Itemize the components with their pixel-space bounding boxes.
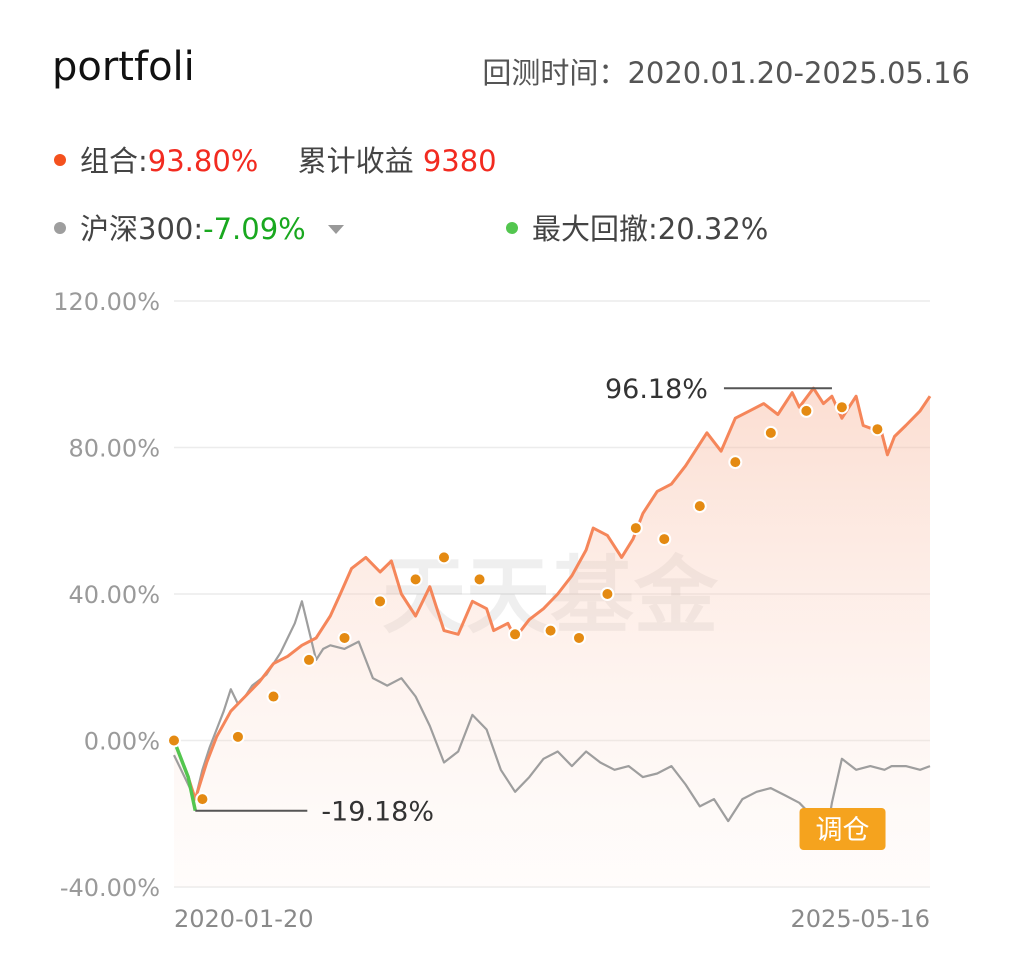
chevron-down-icon[interactable] [327, 224, 344, 234]
y-tick-label: 120.00% [53, 288, 160, 316]
period-value: 2020.01.20-2025.05.16 [627, 56, 970, 90]
portfolio-return: 93.80% [147, 144, 259, 178]
benchmark-legend-dot [54, 222, 66, 234]
rebalance-point [266, 689, 281, 704]
rebalance-point [657, 532, 672, 547]
y-axis: 120.00% 80.00% 40.00% 0.00% -40.00% [53, 288, 160, 902]
x-axis-start-label: 2020-01-20 [174, 905, 313, 933]
drawdown-label: 最大回撤: [532, 212, 658, 246]
cumulative-value: 9380 [422, 144, 497, 178]
period-label: 回测时间： [482, 56, 628, 90]
rebalance-point [799, 403, 814, 418]
y-tick-label: -40.00% [60, 874, 160, 902]
rebalance-point [373, 594, 388, 609]
cumulative-label: 累计收益 [297, 144, 414, 178]
rebalance-point [437, 550, 451, 565]
benchmark-return: -7.09% [203, 212, 306, 246]
rebalance-point [728, 455, 743, 470]
rebalance-point [230, 729, 245, 744]
portfolio-label: 组合: [80, 144, 148, 178]
rebalance-point [628, 521, 643, 536]
rebalance-point [472, 572, 487, 587]
rebalance-badge-bg[interactable] [799, 808, 886, 850]
rebalance-point [302, 652, 316, 667]
y-tick-label: 80.00% [68, 435, 160, 463]
rebalance-point [337, 630, 352, 645]
y-tick-label: 0.00% [84, 728, 160, 756]
rebalance-point [870, 422, 885, 437]
backtest-period: 回测时间：2020.01.20-2025.05.16 [482, 50, 970, 92]
portfolio-legend-dot [54, 154, 66, 166]
rebalance-badge[interactable]: 调仓 [799, 808, 886, 850]
drawdown-stat: 最大回撤:20.32% [506, 206, 768, 248]
portfolio-area [174, 388, 930, 887]
benchmark-stat[interactable]: 沪深300:-7.09% [54, 206, 344, 248]
portfolio-line [172, 386, 932, 801]
portfolio-title: portfoli [52, 44, 195, 90]
rebalance-point [692, 499, 707, 514]
drawdown-legend-dot [506, 222, 518, 234]
y-tick-label: 40.00% [68, 581, 160, 609]
x-axis-end-label: 2025-05-16 [791, 905, 930, 933]
rebalance-point [408, 572, 423, 587]
rebalance-point [572, 630, 586, 645]
rebalance-point [195, 792, 210, 807]
max-label: 96.18% [605, 374, 708, 405]
rebalance-points [167, 400, 885, 807]
drawdown-value: 20.32% [657, 212, 769, 246]
min-label: -19.18% [321, 797, 434, 828]
drawdown-line [172, 739, 198, 812]
rebalance-point [763, 425, 778, 440]
benchmark-label: 沪深300: [80, 212, 204, 246]
rebalance-point [508, 627, 523, 642]
rebalance-point [834, 400, 849, 415]
rebalance-point [167, 733, 181, 748]
portfolio-stat: 组合:93.80% 累计收益 9380 [54, 138, 497, 180]
rebalance-badge-label[interactable]: 调仓 [816, 815, 870, 846]
rebalance-point [600, 587, 615, 601]
rebalance-point [543, 623, 558, 638]
